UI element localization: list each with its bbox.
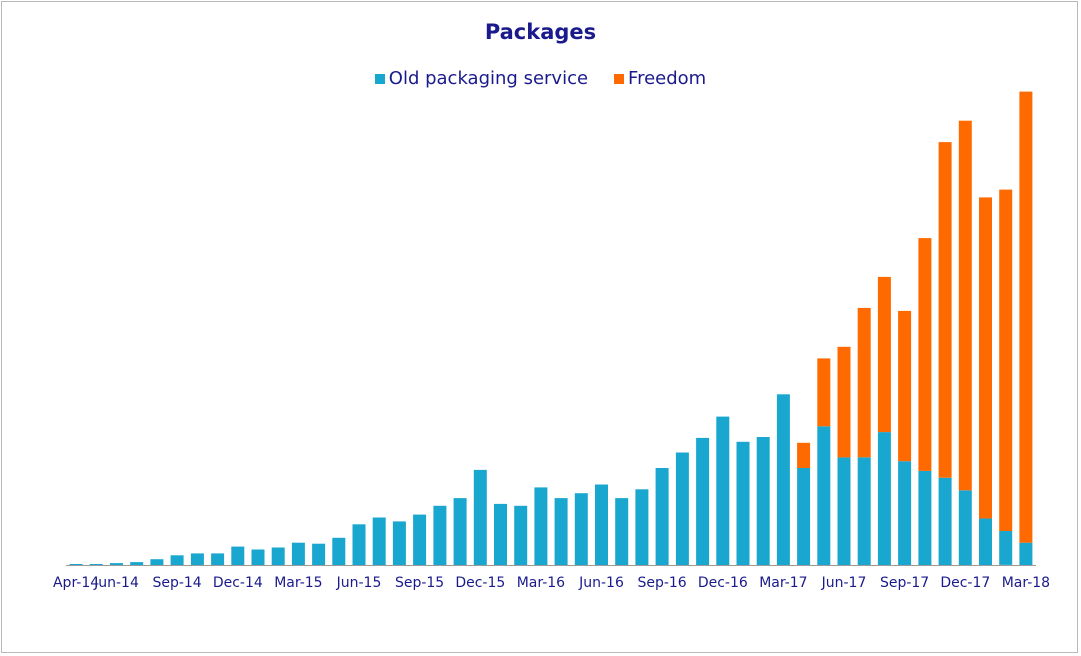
bar-freedom-Feb-18 (999, 189, 1013, 531)
legend-label-old-packaging: Old packaging service (388, 68, 589, 89)
bar-old-packaging-Apr-15 (312, 543, 326, 565)
bar-old-packaging-Feb-17 (756, 437, 770, 565)
x-tick-label-Mar-17: Mar-17 (759, 575, 807, 591)
bar-old-packaging-Apr-17 (797, 468, 811, 565)
bar-old-packaging-May-17 (817, 426, 831, 565)
chart-title: Packages (484, 20, 597, 44)
x-tick-label-Dec-17: Dec-17 (940, 575, 990, 591)
bar-old-packaging-Aug-15 (392, 521, 406, 565)
bar-old-packaging-Sep-15 (413, 514, 427, 565)
bar-old-packaging-Aug-16 (635, 489, 649, 565)
bar-freedom-Dec-17 (958, 120, 972, 491)
bar-old-packaging-Oct-14 (190, 553, 204, 565)
bar-old-packaging-Jun-17 (837, 457, 851, 565)
bar-old-packaging-May-16 (574, 493, 588, 565)
x-tick-label-Sep-15: Sep-15 (395, 575, 444, 591)
bar-old-packaging-Sep-16 (655, 468, 669, 565)
bar-old-packaging-Feb-16 (514, 505, 528, 565)
bar-old-packaging-Mar-18 (1019, 542, 1033, 565)
bar-old-packaging-May-15 (332, 537, 346, 565)
x-tick-label-Apr-14: Apr-14 (53, 575, 99, 591)
bar-old-packaging-Dec-17 (958, 490, 972, 565)
bar-old-packaging-Mar-17 (776, 394, 790, 565)
bar-freedom-May-17 (817, 358, 831, 427)
bar-freedom-Aug-17 (877, 276, 891, 433)
bar-freedom-Sep-17 (898, 310, 912, 462)
bar-old-packaging-Oct-16 (675, 452, 689, 565)
x-tick-label-Jun-17: Jun-17 (821, 575, 867, 591)
bar-old-packaging-Nov-14 (211, 553, 225, 565)
bar-old-packaging-Dec-15 (473, 469, 487, 565)
bar-old-packaging-Nov-17 (938, 477, 952, 565)
bar-freedom-Jan-18 (979, 197, 992, 519)
bar-old-packaging-Jul-15 (372, 517, 386, 565)
bar-old-packaging-Sep-14 (170, 555, 184, 565)
bar-old-packaging-Aug-17 (877, 432, 891, 565)
bar-old-packaging-Apr-16 (554, 498, 568, 565)
legend-label-freedom: Freedom (628, 68, 707, 89)
x-tick-label-Mar-15: Mar-15 (274, 575, 322, 591)
bar-freedom-Apr-17 (797, 442, 811, 468)
bar-old-packaging-Nov-16 (696, 437, 710, 565)
bar-old-packaging-Nov-15 (453, 498, 467, 565)
bar-old-packaging-Jan-16 (494, 503, 507, 565)
bar-old-packaging-Jun-16 (595, 484, 608, 565)
bar-old-packaging-Aug-14 (150, 559, 164, 565)
legend-swatch-freedom (614, 73, 625, 84)
x-tick-label-Dec-14: Dec-14 (213, 575, 263, 591)
bar-freedom-Jul-17 (857, 307, 871, 458)
legend-item-old-packaging: Old packaging service (374, 68, 589, 89)
x-tick-label-Mar-18: Mar-18 (1002, 575, 1050, 591)
bar-old-packaging-Sep-17 (898, 461, 912, 565)
bar-old-packaging-Jul-17 (857, 457, 871, 565)
bar-old-packaging-Jun-15 (352, 524, 366, 565)
bar-old-packaging-Oct-15 (433, 505, 447, 565)
bar-old-packaging-Jan-15 (251, 549, 265, 565)
bar-old-packaging-Jan-17 (736, 441, 750, 565)
x-tick-label-Dec-16: Dec-16 (698, 575, 748, 591)
bar-old-packaging-Mar-16 (534, 487, 548, 565)
x-tick-label-Sep-17: Sep-17 (880, 575, 929, 591)
bar-freedom-Jun-17 (837, 346, 851, 458)
x-tick-label-Dec-15: Dec-15 (455, 575, 505, 591)
bar-old-packaging-Jul-16 (615, 498, 629, 565)
bar-freedom-Mar-18 (1019, 91, 1033, 543)
bar-old-packaging-Mar-15 (291, 542, 305, 565)
bar-old-packaging-Dec-14 (231, 546, 245, 565)
x-tick-label-Mar-16: Mar-16 (517, 575, 565, 591)
chart-legend: Old packaging service Freedom (0, 68, 1081, 89)
bar-old-packaging-Jun-14 (110, 563, 123, 565)
x-tick-label-Jun-16: Jun-16 (578, 575, 624, 591)
bar-old-packaging-Feb-18 (999, 531, 1013, 565)
bar-old-packaging-Apr-14 (69, 564, 83, 565)
x-tick-label-Jun-15: Jun-15 (336, 575, 382, 591)
legend-swatch-old-packaging (374, 73, 385, 84)
x-tick-label-Jun-14: Jun-14 (93, 575, 139, 591)
bar-freedom-Oct-17 (918, 238, 932, 471)
x-tick-label-Sep-16: Sep-16 (637, 575, 686, 591)
bar-old-packaging-Feb-15 (271, 547, 285, 565)
bar-old-packaging-May-14 (89, 564, 103, 565)
bar-freedom-Nov-17 (938, 142, 952, 478)
x-tick-label-Sep-14: Sep-14 (152, 575, 201, 591)
bar-old-packaging-Jan-18 (979, 518, 992, 565)
bar-old-packaging-Dec-16 (716, 416, 730, 565)
bar-old-packaging-Oct-17 (918, 470, 932, 565)
bar-old-packaging-Jul-14 (130, 562, 144, 565)
legend-item-freedom: Freedom (614, 68, 706, 89)
